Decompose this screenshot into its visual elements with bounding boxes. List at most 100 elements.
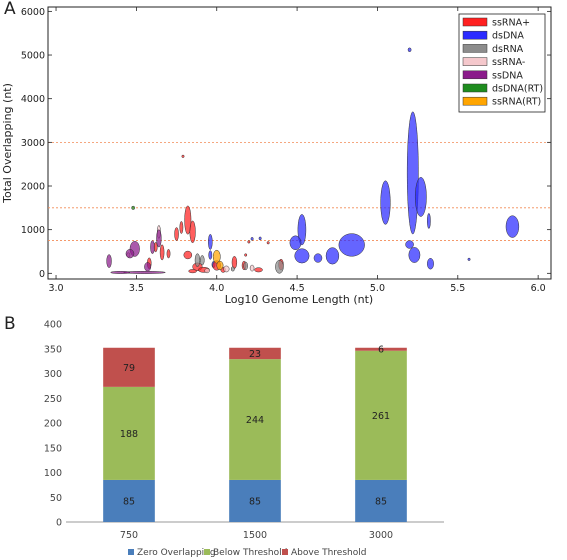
- data-point: [244, 253, 248, 257]
- legend-entry: dsDNA: [492, 31, 524, 42]
- data-point: [159, 244, 165, 261]
- panel-b-letter: B: [4, 314, 16, 334]
- series-ssrna-rt-: [212, 249, 224, 271]
- data-label: 261: [372, 411, 390, 422]
- legend-entry: ssRNA-: [492, 57, 525, 68]
- data-point: [414, 177, 427, 217]
- data-label: 244: [246, 415, 264, 426]
- legend-entry: ssRNA(RT): [492, 97, 541, 108]
- series-dsrna: [194, 253, 284, 274]
- data-point: [406, 111, 419, 235]
- data-point: [427, 258, 434, 270]
- panel-a-letter: A: [4, 0, 16, 19]
- data-point: [505, 215, 520, 238]
- data-point: [216, 260, 224, 271]
- data-point: [131, 205, 136, 210]
- legend-swatch: [128, 549, 134, 555]
- data-point: [325, 247, 340, 265]
- stacked-bars: 85 188 79 85 244 23 85 261 6: [103, 345, 407, 522]
- data-label: 188: [120, 429, 138, 440]
- x-tick-label: 4.5: [290, 283, 305, 294]
- data-point: [156, 229, 162, 248]
- data-label: 79: [123, 363, 135, 374]
- x-axis-label: Log10 Genome Length (nt): [225, 293, 373, 306]
- bar-segment: [103, 386, 155, 480]
- data-point: [297, 214, 307, 246]
- bar-stack-750: 85 188 79: [103, 347, 155, 522]
- data-point: [181, 154, 185, 158]
- data-point: [313, 253, 323, 263]
- data-point: [405, 240, 414, 249]
- y-tick-label: 6000: [21, 7, 45, 18]
- data-point: [408, 247, 421, 263]
- x-tick-label: 5.0: [370, 283, 385, 294]
- data-point: [249, 264, 255, 272]
- data-point: [204, 268, 210, 274]
- y-tick-label: 50: [50, 493, 62, 504]
- data-point: [106, 254, 112, 268]
- bar-segment: [229, 479, 281, 522]
- data-point: [200, 255, 205, 266]
- data-label: 23: [249, 349, 261, 360]
- y-tick-label: 200: [44, 419, 62, 430]
- y-tick-label: 300: [44, 369, 62, 380]
- y-tick-label: 2000: [21, 182, 45, 193]
- x-tick-label: 6.0: [531, 283, 546, 294]
- legend-swatch: [462, 83, 488, 93]
- y-tick-label: 400: [44, 320, 62, 331]
- bar-segment: [103, 479, 155, 522]
- legend-swatch: [204, 549, 210, 555]
- legend-swatch: [462, 57, 488, 66]
- x-axis-ticks: 750 1500 3000: [120, 530, 393, 541]
- data-point: [166, 249, 171, 259]
- bar-segment: [355, 479, 407, 522]
- data-point: [208, 250, 213, 260]
- data-point: [427, 213, 431, 229]
- legend-entry: Zero Overlapping: [137, 548, 216, 558]
- data-label: 85: [123, 496, 135, 507]
- y-tick-label: 350: [44, 344, 62, 355]
- data-point: [179, 221, 184, 234]
- data-point: [110, 271, 131, 274]
- y-axis-ticks: 0 50 100 150 200 250 300 350 400: [44, 320, 62, 529]
- data-point: [212, 249, 221, 264]
- panel-a-chart: 3.0 3.5 4.0 4.5 5.0 5.5 6.0 0 1000 2000 3000 4000 5…: [1, 6, 552, 306]
- bar-stack-3000: 85 261 6: [355, 345, 407, 522]
- bar-segment: [103, 347, 155, 387]
- legend-entry: ssDNA: [492, 70, 523, 81]
- x-tick-label: 4.0: [209, 283, 224, 294]
- x-tick-label: 3.5: [129, 283, 144, 294]
- data-point: [289, 235, 302, 250]
- legend-swatch: [462, 17, 488, 27]
- x-tick-label: 5.5: [450, 283, 465, 294]
- x-tick-label: 3.0: [48, 283, 63, 294]
- data-point: [266, 241, 270, 245]
- series-dsdna: [208, 47, 520, 270]
- x-tick-label: 750: [120, 530, 138, 541]
- data-point: [258, 236, 262, 241]
- bar-segment: [229, 359, 281, 480]
- data-point: [144, 262, 152, 272]
- data-point: [208, 233, 213, 250]
- y-tick-label: 250: [44, 394, 62, 405]
- data-point: [189, 220, 196, 244]
- y-tick-label: 100: [44, 468, 62, 479]
- legend-swatch: [462, 44, 488, 53]
- legend-swatch: [462, 70, 488, 80]
- legend-entry: Above Threshold: [291, 548, 366, 558]
- data-point: [247, 240, 251, 244]
- data-point: [194, 253, 201, 268]
- data-point: [125, 249, 135, 259]
- data-point: [380, 180, 391, 225]
- data-point: [243, 261, 248, 271]
- x-tick-label: 3000: [369, 530, 393, 541]
- data-point: [275, 259, 284, 274]
- legend-entry: dsRNA: [492, 44, 524, 55]
- legend: ssRNA+ dsDNA dsRNA ssRNA-ssDNA dsDNA(RT) ssRN…: [458, 13, 546, 113]
- y-axis-ticks: 0 1000 2000 3000 4000 5000 6000: [21, 7, 551, 280]
- y-tick-label: 5000: [21, 51, 45, 62]
- y-tick-label: 0: [56, 518, 62, 529]
